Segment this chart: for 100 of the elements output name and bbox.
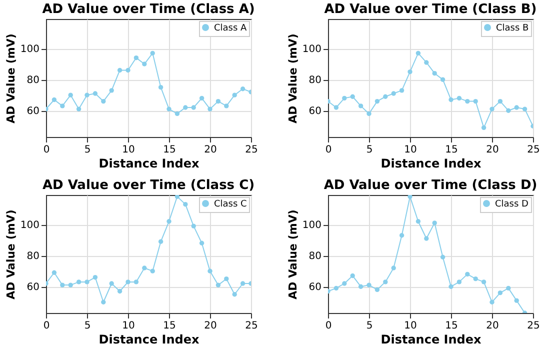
- point: [366, 282, 372, 288]
- point: [416, 50, 421, 56]
- point: [465, 98, 470, 104]
- point: [374, 287, 380, 292]
- point: [432, 71, 437, 76]
- point: [383, 280, 388, 284]
- point: [232, 92, 237, 98]
- point: [473, 276, 478, 282]
- point: [183, 202, 188, 207]
- y-axis-title: AD Value (mV): [4, 210, 18, 300]
- point: [134, 280, 139, 284]
- point: [498, 290, 503, 296]
- point: [199, 96, 204, 101]
- point: [224, 276, 229, 282]
- y-tick-label: 80: [308, 75, 322, 86]
- y-tick-label: 60: [308, 106, 322, 118]
- x-tick-label: 10: [404, 320, 417, 332]
- point: [199, 240, 204, 246]
- point: [126, 280, 130, 284]
- point: [358, 284, 364, 289]
- point: [52, 97, 57, 102]
- x-tick-label: 5: [84, 144, 91, 156]
- point: [109, 281, 114, 286]
- point: [76, 106, 82, 112]
- y-axis-title: AD Value (mV): [286, 34, 300, 124]
- point: [481, 125, 486, 130]
- point: [117, 68, 122, 73]
- point: [399, 88, 404, 93]
- chart-title: AD Value over Time (Class A): [42, 2, 255, 17]
- point: [68, 282, 73, 288]
- chart-title: AD Value over Time (Class D): [324, 178, 538, 193]
- point: [334, 105, 339, 110]
- legend-label: Class C: [214, 200, 247, 210]
- point: [456, 96, 462, 101]
- legend-label: Class A: [214, 24, 248, 34]
- point: [350, 94, 355, 99]
- point: [60, 282, 65, 288]
- point: [374, 98, 380, 104]
- point: [498, 98, 503, 104]
- x-tick-label: 15: [163, 144, 176, 156]
- point: [183, 105, 188, 110]
- x-tick-label: 5: [366, 144, 373, 156]
- y-tick-label: 100: [20, 220, 40, 231]
- point: [490, 106, 494, 112]
- point: [342, 281, 347, 286]
- point: [142, 62, 147, 66]
- point: [216, 282, 221, 288]
- point: [448, 97, 454, 102]
- point: [101, 300, 106, 304]
- y-tick-label: 60: [26, 282, 40, 294]
- y-tick-label: 100: [302, 220, 322, 231]
- point: [490, 300, 494, 304]
- x-axis-title: Distance Index: [98, 332, 200, 346]
- point: [334, 286, 339, 290]
- point: [481, 280, 486, 284]
- y-tick-label: 60: [26, 106, 40, 118]
- x-tick-label: 10: [122, 320, 135, 332]
- point: [424, 236, 429, 241]
- point: [448, 284, 454, 289]
- point: [92, 91, 98, 96]
- point: [76, 280, 82, 284]
- point: [224, 104, 229, 108]
- point: [126, 68, 130, 73]
- point: [465, 272, 470, 277]
- x-tick-label: 25: [245, 144, 258, 156]
- point: [191, 224, 196, 228]
- point: [514, 298, 519, 303]
- point: [68, 92, 73, 98]
- x-tick-label: 25: [527, 144, 540, 156]
- point: [391, 91, 396, 96]
- point: [158, 239, 164, 244]
- y-tick-label: 100: [302, 44, 322, 55]
- chart-title: AD Value over Time (Class B): [324, 2, 537, 17]
- point: [166, 219, 172, 224]
- point: [383, 94, 388, 99]
- chart-title: AD Value over Time (Class C): [42, 178, 255, 193]
- point: [514, 105, 519, 110]
- x-tick-label: 15: [445, 320, 458, 332]
- point: [101, 98, 106, 104]
- point: [416, 219, 421, 224]
- x-tick-label: 20: [204, 144, 217, 156]
- y-tick-label: 80: [26, 75, 40, 86]
- x-tick-label: 0: [43, 144, 50, 156]
- point: [358, 104, 364, 108]
- x-tick-label: 10: [404, 144, 417, 156]
- point: [158, 84, 164, 90]
- point: [216, 98, 221, 104]
- x-tick-label: 5: [84, 320, 91, 332]
- x-axis-title: Distance Index: [380, 332, 482, 346]
- y-tick-label: 80: [308, 251, 322, 262]
- point: [408, 69, 412, 74]
- y-axis-title: AD Value (mV): [286, 210, 300, 300]
- point: [350, 273, 355, 278]
- point: [52, 270, 57, 275]
- point: [232, 292, 237, 297]
- legend-label: Class D: [495, 200, 529, 210]
- x-tick-label: 0: [43, 320, 50, 332]
- point: [117, 288, 122, 294]
- point: [60, 104, 65, 108]
- point: [134, 55, 139, 60]
